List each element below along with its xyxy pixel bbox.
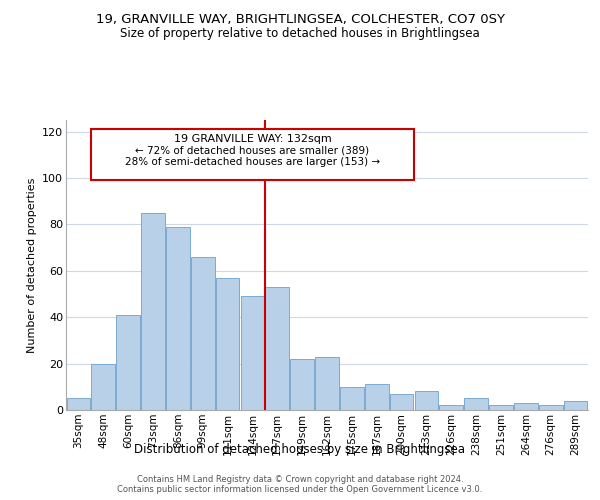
Bar	[241, 296, 264, 410]
Bar	[67, 398, 90, 410]
Bar	[415, 392, 438, 410]
Bar	[390, 394, 413, 410]
FancyBboxPatch shape	[91, 130, 414, 180]
Y-axis label: Number of detached properties: Number of detached properties	[26, 178, 37, 352]
Bar	[464, 398, 488, 410]
Bar	[564, 400, 587, 410]
Text: ← 72% of detached houses are smaller (389): ← 72% of detached houses are smaller (38…	[136, 146, 370, 156]
Bar	[166, 226, 190, 410]
Bar	[265, 287, 289, 410]
Bar	[141, 213, 165, 410]
Bar	[116, 315, 140, 410]
Bar	[290, 359, 314, 410]
Bar	[315, 356, 339, 410]
Text: 19, GRANVILLE WAY, BRIGHTLINGSEA, COLCHESTER, CO7 0SY: 19, GRANVILLE WAY, BRIGHTLINGSEA, COLCHE…	[95, 12, 505, 26]
Bar	[539, 406, 563, 410]
Bar	[191, 257, 215, 410]
Bar	[91, 364, 115, 410]
Bar	[489, 406, 513, 410]
Text: Contains public sector information licensed under the Open Government Licence v3: Contains public sector information licen…	[118, 485, 482, 494]
Bar	[340, 387, 364, 410]
Text: Contains HM Land Registry data © Crown copyright and database right 2024.: Contains HM Land Registry data © Crown c…	[137, 475, 463, 484]
Bar	[514, 403, 538, 410]
Bar	[216, 278, 239, 410]
Text: 19 GRANVILLE WAY: 132sqm: 19 GRANVILLE WAY: 132sqm	[173, 134, 331, 144]
Bar	[365, 384, 389, 410]
Text: Distribution of detached houses by size in Brightlingsea: Distribution of detached houses by size …	[134, 442, 466, 456]
Bar	[439, 406, 463, 410]
Text: 28% of semi-detached houses are larger (153) →: 28% of semi-detached houses are larger (…	[125, 157, 380, 167]
Text: Size of property relative to detached houses in Brightlingsea: Size of property relative to detached ho…	[120, 28, 480, 40]
